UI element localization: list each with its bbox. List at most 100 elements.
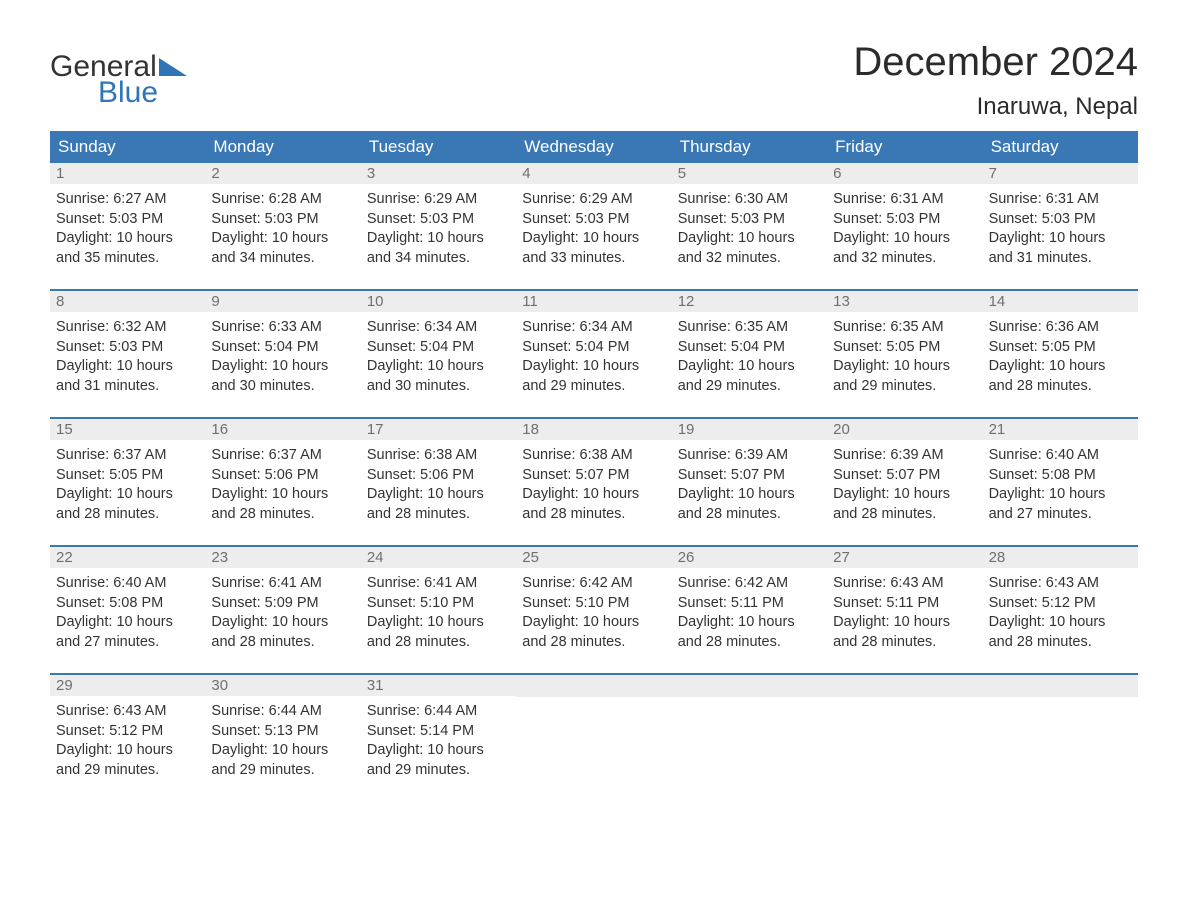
day-line: Sunrise: 6:30 AM <box>678 190 821 210</box>
day-cell: 27Sunrise: 6:43 AMSunset: 5:11 PMDayligh… <box>827 547 982 673</box>
day-line: Sunset: 5:04 PM <box>211 338 354 358</box>
empty-day-header <box>827 675 982 697</box>
day-line: Sunset: 5:03 PM <box>989 210 1132 230</box>
day-line: Daylight: 10 hours <box>211 741 354 761</box>
day-cell: 29Sunrise: 6:43 AMSunset: 5:12 PMDayligh… <box>50 675 205 801</box>
day-line: and 33 minutes. <box>522 249 665 269</box>
day-line: and 32 minutes. <box>678 249 821 269</box>
day-number: 25 <box>516 547 671 568</box>
day-cell: 13Sunrise: 6:35 AMSunset: 5:05 PMDayligh… <box>827 291 982 417</box>
day-cell: 6Sunrise: 6:31 AMSunset: 5:03 PMDaylight… <box>827 163 982 289</box>
day-number: 17 <box>361 419 516 440</box>
day-line: Sunset: 5:03 PM <box>367 210 510 230</box>
week-row: 22Sunrise: 6:40 AMSunset: 5:08 PMDayligh… <box>50 545 1138 673</box>
day-line: Sunrise: 6:32 AM <box>56 318 199 338</box>
day-line: Sunrise: 6:37 AM <box>211 446 354 466</box>
day-body: Sunrise: 6:41 AMSunset: 5:09 PMDaylight:… <box>205 568 360 660</box>
day-line: and 28 minutes. <box>367 505 510 525</box>
day-line: and 34 minutes. <box>367 249 510 269</box>
day-line: Daylight: 10 hours <box>522 485 665 505</box>
day-line: Sunrise: 6:39 AM <box>678 446 821 466</box>
day-body: Sunrise: 6:39 AMSunset: 5:07 PMDaylight:… <box>672 440 827 532</box>
day-body: Sunrise: 6:27 AMSunset: 5:03 PMDaylight:… <box>50 184 205 276</box>
calendar: SundayMondayTuesdayWednesdayThursdayFrid… <box>50 131 1138 801</box>
day-cell: 22Sunrise: 6:40 AMSunset: 5:08 PMDayligh… <box>50 547 205 673</box>
day-line: Sunrise: 6:44 AM <box>211 702 354 722</box>
day-body: Sunrise: 6:35 AMSunset: 5:04 PMDaylight:… <box>672 312 827 404</box>
day-line: Sunrise: 6:31 AM <box>833 190 976 210</box>
weekday-header: Sunday <box>50 131 205 163</box>
week-row: 29Sunrise: 6:43 AMSunset: 5:12 PMDayligh… <box>50 673 1138 801</box>
day-cell: 14Sunrise: 6:36 AMSunset: 5:05 PMDayligh… <box>983 291 1138 417</box>
day-line: and 28 minutes. <box>211 505 354 525</box>
logo-triangle-icon <box>159 58 187 76</box>
day-cell: 9Sunrise: 6:33 AMSunset: 5:04 PMDaylight… <box>205 291 360 417</box>
day-line: Sunset: 5:14 PM <box>367 722 510 742</box>
day-line: Daylight: 10 hours <box>56 485 199 505</box>
day-number: 16 <box>205 419 360 440</box>
day-line: Daylight: 10 hours <box>522 229 665 249</box>
day-body: Sunrise: 6:28 AMSunset: 5:03 PMDaylight:… <box>205 184 360 276</box>
day-line: Daylight: 10 hours <box>833 613 976 633</box>
day-number: 30 <box>205 675 360 696</box>
day-line: Sunset: 5:05 PM <box>56 466 199 486</box>
day-body: Sunrise: 6:40 AMSunset: 5:08 PMDaylight:… <box>50 568 205 660</box>
day-line: Sunset: 5:11 PM <box>678 594 821 614</box>
day-line: Sunset: 5:13 PM <box>211 722 354 742</box>
day-cell <box>827 675 982 801</box>
day-cell: 31Sunrise: 6:44 AMSunset: 5:14 PMDayligh… <box>361 675 516 801</box>
day-line: and 28 minutes. <box>833 633 976 653</box>
day-line: Sunset: 5:03 PM <box>833 210 976 230</box>
day-body: Sunrise: 6:32 AMSunset: 5:03 PMDaylight:… <box>50 312 205 404</box>
day-line: Sunrise: 6:40 AM <box>989 446 1132 466</box>
day-cell: 15Sunrise: 6:37 AMSunset: 5:05 PMDayligh… <box>50 419 205 545</box>
week-row: 8Sunrise: 6:32 AMSunset: 5:03 PMDaylight… <box>50 289 1138 417</box>
day-line: Sunset: 5:03 PM <box>678 210 821 230</box>
day-line: Sunrise: 6:38 AM <box>367 446 510 466</box>
day-line: Sunset: 5:03 PM <box>56 338 199 358</box>
day-line: Sunrise: 6:35 AM <box>833 318 976 338</box>
day-line: Sunrise: 6:31 AM <box>989 190 1132 210</box>
empty-day-header <box>672 675 827 697</box>
day-cell: 5Sunrise: 6:30 AMSunset: 5:03 PMDaylight… <box>672 163 827 289</box>
day-line: and 30 minutes. <box>367 377 510 397</box>
weeks-container: 1Sunrise: 6:27 AMSunset: 5:03 PMDaylight… <box>50 163 1138 801</box>
day-cell <box>983 675 1138 801</box>
day-line: and 28 minutes. <box>989 633 1132 653</box>
day-line: and 28 minutes. <box>678 505 821 525</box>
day-line: Sunset: 5:07 PM <box>678 466 821 486</box>
day-line: Sunrise: 6:29 AM <box>367 190 510 210</box>
day-number: 31 <box>361 675 516 696</box>
weekday-header: Friday <box>827 131 982 163</box>
weekday-header: Tuesday <box>361 131 516 163</box>
title-block: December 2024 Inaruwa, Nepal <box>853 40 1138 121</box>
day-cell: 1Sunrise: 6:27 AMSunset: 5:03 PMDaylight… <box>50 163 205 289</box>
day-line: and 29 minutes. <box>56 761 199 781</box>
day-line: and 29 minutes. <box>678 377 821 397</box>
day-line: Sunset: 5:08 PM <box>989 466 1132 486</box>
day-number: 13 <box>827 291 982 312</box>
weekday-header: Wednesday <box>516 131 671 163</box>
day-line: Sunset: 5:10 PM <box>522 594 665 614</box>
day-line: Sunset: 5:06 PM <box>211 466 354 486</box>
day-cell: 2Sunrise: 6:28 AMSunset: 5:03 PMDaylight… <box>205 163 360 289</box>
day-line: and 30 minutes. <box>211 377 354 397</box>
day-number: 12 <box>672 291 827 312</box>
day-cell: 20Sunrise: 6:39 AMSunset: 5:07 PMDayligh… <box>827 419 982 545</box>
week-row: 1Sunrise: 6:27 AMSunset: 5:03 PMDaylight… <box>50 163 1138 289</box>
weekday-header-row: SundayMondayTuesdayWednesdayThursdayFrid… <box>50 131 1138 163</box>
day-line: Sunrise: 6:40 AM <box>56 574 199 594</box>
day-line: Daylight: 10 hours <box>989 485 1132 505</box>
day-line: and 34 minutes. <box>211 249 354 269</box>
day-number: 10 <box>361 291 516 312</box>
day-body: Sunrise: 6:40 AMSunset: 5:08 PMDaylight:… <box>983 440 1138 532</box>
day-line: Daylight: 10 hours <box>367 229 510 249</box>
day-line: Sunset: 5:04 PM <box>522 338 665 358</box>
empty-day-header <box>516 675 671 697</box>
day-line: Daylight: 10 hours <box>522 613 665 633</box>
week-row: 15Sunrise: 6:37 AMSunset: 5:05 PMDayligh… <box>50 417 1138 545</box>
day-body: Sunrise: 6:43 AMSunset: 5:11 PMDaylight:… <box>827 568 982 660</box>
day-line: Sunrise: 6:34 AM <box>522 318 665 338</box>
day-number: 29 <box>50 675 205 696</box>
day-line: Daylight: 10 hours <box>989 229 1132 249</box>
